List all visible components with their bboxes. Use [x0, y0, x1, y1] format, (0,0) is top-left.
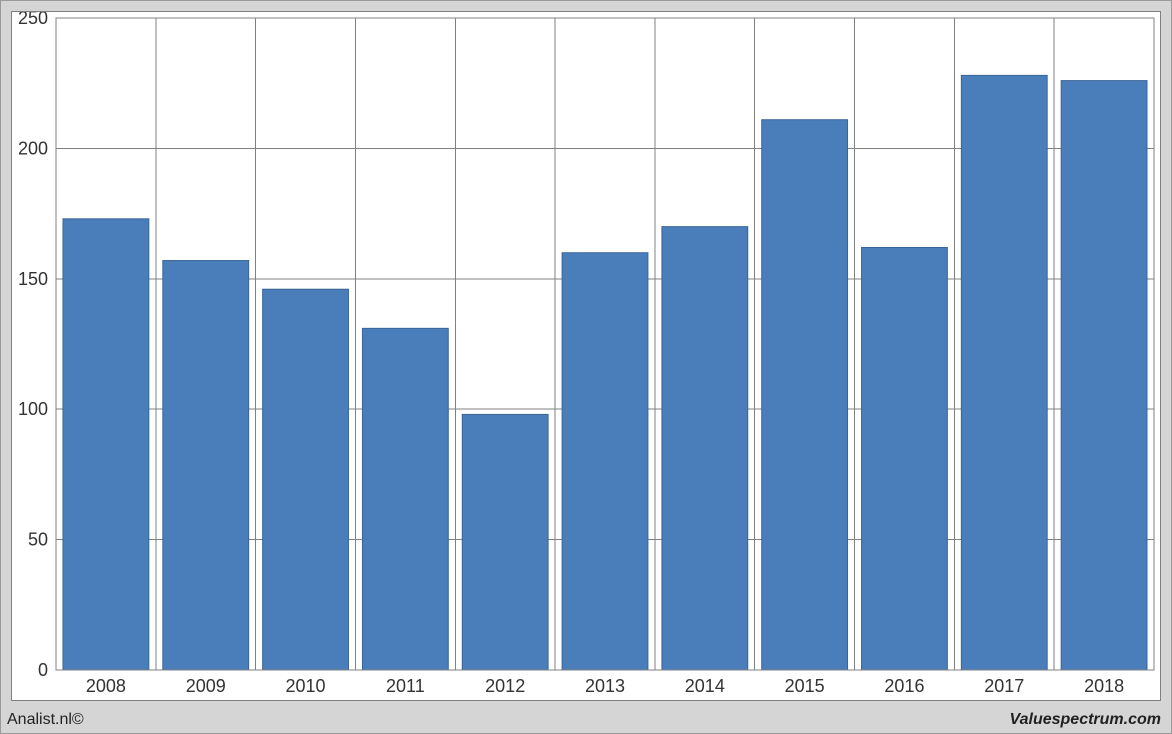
bar — [163, 261, 249, 670]
bar — [862, 248, 948, 670]
bar-chart-svg: 0 50 100 150 200 250 2008 2009 2010 2011 2012 2013 2… — [12, 12, 1160, 700]
x-axis-tick-label: 2010 — [286, 676, 326, 696]
footer-credit-left: Analist.nl© — [7, 711, 84, 729]
bar — [662, 227, 748, 670]
bar — [63, 219, 149, 670]
bar — [362, 328, 448, 670]
x-axis-tick-label: 2014 — [685, 676, 725, 696]
bar — [1061, 81, 1147, 670]
x-axis-tick-label: 2013 — [585, 676, 625, 696]
y-axis-tick-label: 100 — [18, 399, 48, 419]
x-axis-tick-label: 2018 — [1084, 676, 1124, 696]
y-axis-tick-label: 150 — [18, 269, 48, 289]
plot-area: 0 50 100 150 200 250 2008 2009 2010 2011 2012 2013 2… — [11, 11, 1161, 701]
bar — [562, 253, 648, 670]
y-axis-tick-label: 50 — [28, 530, 48, 550]
chart-container: 0 50 100 150 200 250 2008 2009 2010 2011 2012 2013 2… — [0, 0, 1172, 734]
bar — [762, 120, 848, 670]
x-axis-tick-label: 2012 — [485, 676, 525, 696]
footer-credit-right: Valuespectrum.com — [1010, 711, 1161, 729]
bar — [961, 75, 1047, 670]
y-axis-tick-label: 250 — [18, 12, 48, 28]
bar — [263, 289, 349, 670]
y-axis-tick-label: 200 — [18, 138, 48, 158]
bar — [462, 414, 548, 670]
x-axis-tick-label: 2009 — [186, 676, 226, 696]
x-axis-tick-label: 2011 — [386, 676, 425, 696]
x-axis-tick-label: 2017 — [984, 676, 1024, 696]
x-axis-tick-label: 2015 — [785, 676, 825, 696]
y-axis-tick-label: 0 — [38, 660, 48, 680]
x-axis-tick-label: 2016 — [884, 676, 924, 696]
x-axis-tick-label: 2008 — [86, 676, 126, 696]
